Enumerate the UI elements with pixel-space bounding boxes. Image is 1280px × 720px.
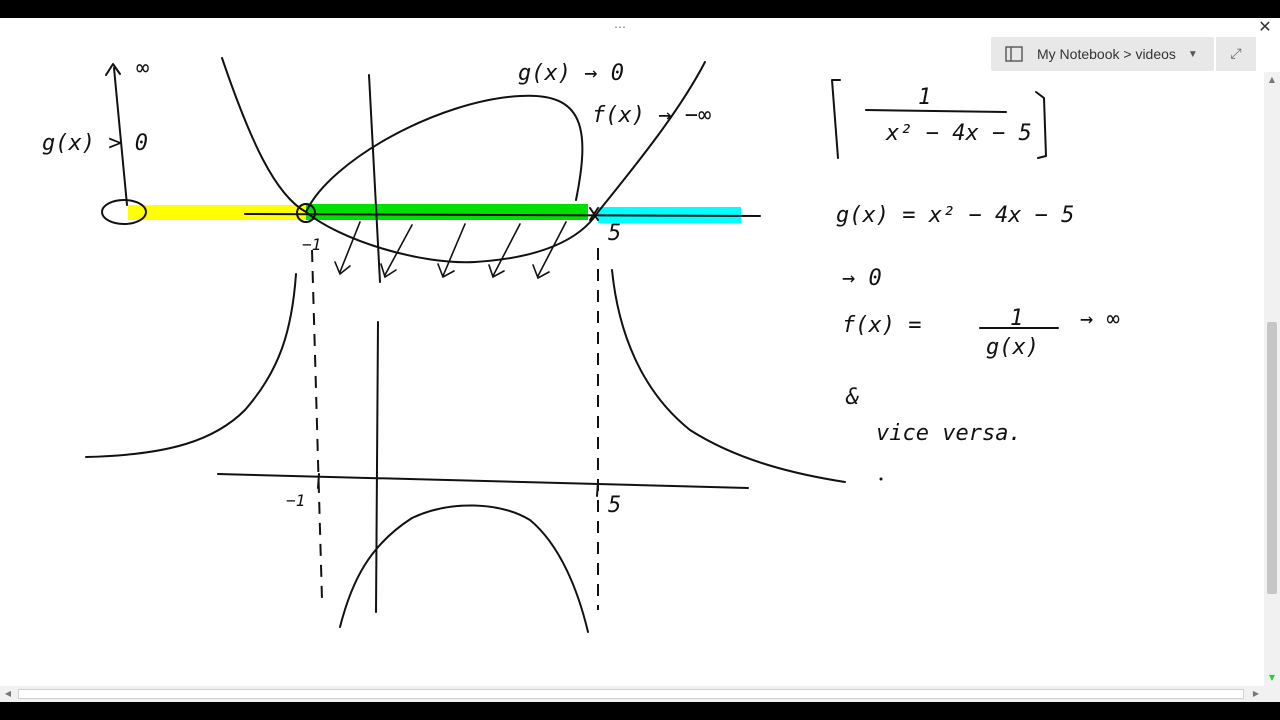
lower-vertical-line: [375, 321, 379, 613]
scroll-left-arrow-icon[interactable]: ◀: [4, 689, 12, 698]
g-gt-zero-text: g(x) > 0: [42, 131, 148, 156]
ink-canvas[interactable]: ∞ g(x) > 0 g(x) → 0 f(x) → −∞ −1 5 −1 5 …: [0, 18, 1264, 686]
f-to-neg-inf-text: f(x) → −∞: [592, 103, 711, 128]
boxed-fraction-bar: [865, 109, 1007, 113]
window-bottom-bar: [0, 702, 1280, 720]
notebook-breadcrumb-label: My Notebook > videos: [1037, 46, 1176, 62]
bracket-left: [831, 79, 841, 159]
f-definition-numerator: 1: [1010, 306, 1023, 331]
upper-vertical-line: [368, 74, 381, 283]
label-5-upper: 5: [608, 221, 621, 246]
f-branch-left: [85, 273, 297, 458]
lower-x-axis: [217, 473, 749, 489]
f-branch-right: [611, 269, 846, 483]
root-tick-right: [589, 207, 599, 221]
label-neg1-upper: −1: [302, 235, 321, 254]
green-highlight: [306, 204, 588, 220]
f-definition-denominator: g(x): [986, 335, 1039, 360]
vertical-scroll-thumb[interactable]: [1267, 322, 1277, 594]
shade-arrows: [334, 221, 567, 280]
f-definition-arrow: → ∞: [1080, 307, 1120, 332]
parabola-g: [221, 57, 706, 264]
stray-dot: [879, 477, 883, 481]
window-grip[interactable]: ⋯: [614, 20, 627, 34]
upper-x-axis: [244, 213, 761, 217]
vertical-arrow-line: [105, 63, 128, 206]
window-top-bar: [0, 0, 1280, 18]
boxed-fraction-denominator: x² − 4x − 5: [885, 121, 1032, 146]
ampersand-text: &: [845, 385, 859, 410]
notebook-breadcrumb-button[interactable]: My Notebook > videos ▼: [991, 37, 1214, 71]
vice-versa-text: vice versa.: [876, 421, 1022, 446]
oval-loop: [305, 94, 584, 213]
label-neg1-lower: −1: [286, 491, 305, 510]
scrollbar-corner: [1264, 686, 1280, 702]
bracket-right: [1035, 91, 1047, 159]
expand-button[interactable]: ⤢: [1216, 37, 1256, 71]
tick-5: [596, 481, 599, 497]
scroll-down-arrow-icon[interactable]: ▼: [1268, 673, 1276, 682]
vertical-scrollbar[interactable]: ▲ ▼: [1264, 72, 1280, 686]
scroll-up-arrow-icon[interactable]: ▲: [1268, 75, 1276, 84]
arrow-zero: → 0: [842, 266, 882, 291]
horizontal-scroll-thumb[interactable]: [18, 689, 1244, 699]
scroll-right-arrow-icon[interactable]: ▶: [1252, 689, 1260, 698]
asymptote-left: [311, 249, 323, 601]
g-to-zero-text: g(x) → 0: [518, 61, 624, 86]
close-button[interactable]: ✕: [1258, 17, 1272, 36]
f-branch-middle: [339, 504, 589, 633]
horizontal-scrollbar[interactable]: ◀ ▶: [0, 686, 1264, 702]
yellow-circle: [101, 199, 147, 225]
g-definition: g(x) = x² − 4x − 5: [836, 203, 1074, 228]
yellow-highlight: [128, 205, 308, 220]
root-circle-left: [296, 203, 316, 223]
f-definition-lhs: f(x) =: [842, 313, 921, 338]
chevron-down-icon[interactable]: ▼: [1187, 48, 1198, 60]
infinity-top-text: ∞: [136, 56, 149, 81]
label-5-lower: 5: [608, 493, 621, 518]
tick-neg1: [317, 473, 320, 489]
boxed-fraction-numerator: 1: [918, 85, 931, 110]
handwritten-notes: ∞ g(x) > 0 g(x) → 0 f(x) → −∞ −1 5 −1 5 …: [42, 56, 1120, 633]
notebook-icon: [1005, 46, 1023, 62]
